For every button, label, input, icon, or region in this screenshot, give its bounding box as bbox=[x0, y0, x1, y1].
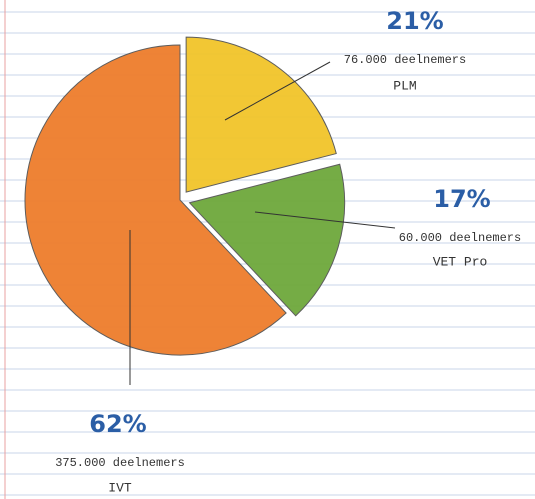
leader-line bbox=[224, 61, 331, 121]
pie-slice bbox=[185, 36, 337, 193]
value-label: 62% bbox=[89, 410, 146, 438]
category-label: PLM bbox=[393, 78, 416, 93]
annotation: 76.000 deelnemers bbox=[344, 53, 466, 67]
value-label: 17% bbox=[433, 185, 490, 213]
pie-slice bbox=[188, 163, 346, 317]
pie-slice bbox=[24, 44, 287, 356]
annotation: 375.000 deelnemers bbox=[55, 456, 185, 470]
category-label: VET Pro bbox=[433, 254, 488, 269]
annotation: 60.000 deelnemers bbox=[399, 231, 521, 245]
category-label: IVT bbox=[108, 480, 132, 495]
leader-line bbox=[254, 211, 396, 229]
value-label: 21% bbox=[386, 7, 443, 35]
